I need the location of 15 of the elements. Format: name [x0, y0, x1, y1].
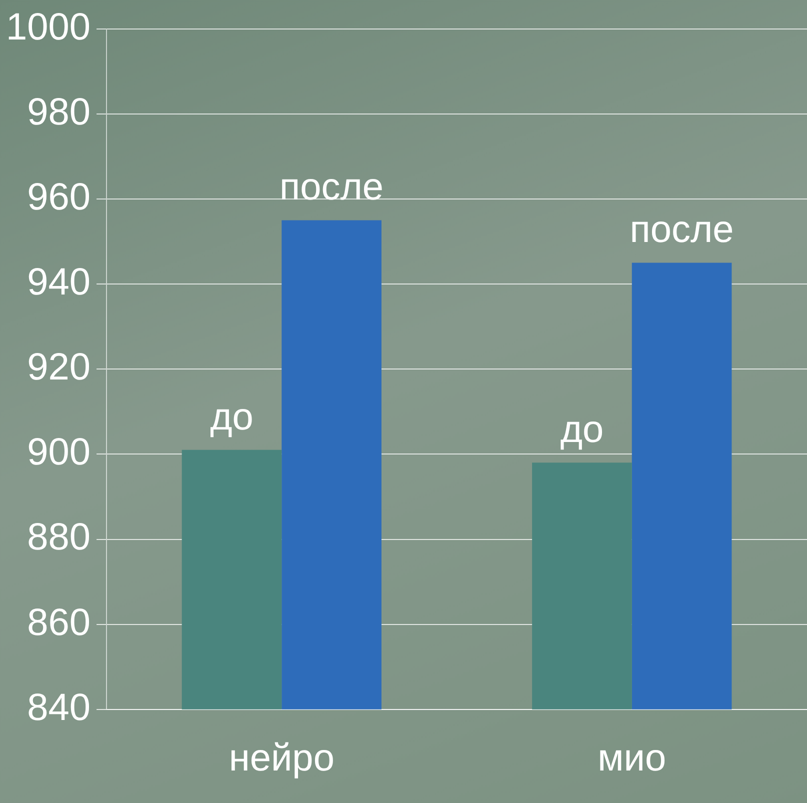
series-label: после: [280, 166, 384, 209]
y-tick-label: 900: [27, 432, 91, 474]
y-tick-label: 840: [27, 686, 91, 729]
y-tick-label: 940: [27, 262, 91, 304]
text: до: [560, 409, 604, 452]
y-tick-label: 960: [27, 176, 91, 218]
y-tick-label: 1000: [6, 6, 91, 48]
x-tick-label: нейро: [228, 738, 334, 780]
x-tick-label: мио: [598, 738, 666, 780]
y-tick-label: 860: [27, 602, 91, 644]
y-tick-label: 980: [27, 91, 91, 134]
text: после: [630, 209, 734, 252]
series-label: до: [210, 396, 254, 438]
y-tick-label: 880: [27, 516, 91, 559]
y-tick-label: 920: [27, 346, 91, 389]
